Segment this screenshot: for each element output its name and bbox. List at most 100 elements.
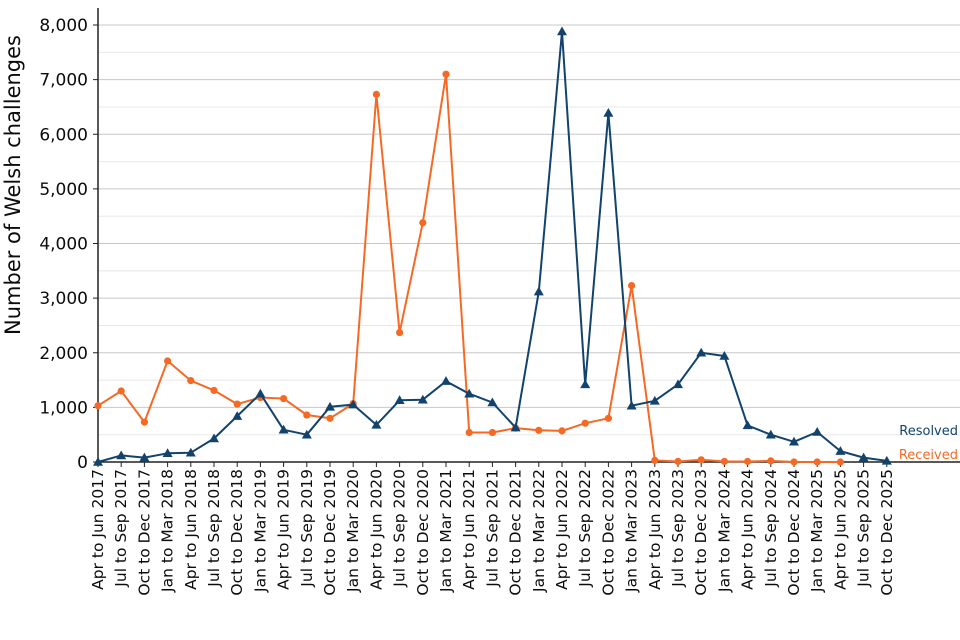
axes — [97, 8, 960, 463]
data-point — [765, 429, 776, 439]
x-tick-label: Jan to Mar 2020 — [344, 469, 362, 593]
data-point — [464, 388, 475, 398]
data-point — [696, 347, 707, 357]
x-tick-label: Apr to Jun 2024 — [739, 469, 757, 590]
x-tick-label: Oct to Dec 2020 — [414, 469, 432, 596]
x-tick-label: Oct to Dec 2019 — [321, 469, 339, 596]
x-tick-label: Apr to Jun 2021 — [460, 469, 478, 590]
data-point — [139, 452, 150, 462]
data-point — [280, 395, 288, 403]
data-point — [441, 376, 451, 385]
y-tick-label: 0 — [77, 453, 88, 473]
data-point — [417, 394, 428, 404]
x-tick-label: Jan to Mar 2022 — [530, 469, 548, 593]
data-point — [628, 281, 636, 290]
data-point — [465, 428, 473, 437]
data-point — [278, 424, 289, 434]
data-point — [581, 419, 589, 427]
data-point — [396, 328, 404, 337]
data-point — [394, 395, 405, 405]
data-point — [93, 457, 103, 466]
data-point — [301, 429, 312, 439]
data-point — [372, 90, 380, 98]
x-tick-label: Jul to Sep 2024 — [762, 469, 780, 588]
x-tick-label: Jan to Mar 2025 — [808, 469, 826, 593]
gridlines — [98, 24, 960, 436]
data-point — [116, 450, 127, 460]
x-tick-label: Jul to Sep 2019 — [298, 469, 316, 588]
data-point — [557, 26, 567, 36]
data-point — [232, 411, 243, 420]
data-point — [348, 399, 359, 409]
data-point — [790, 458, 798, 466]
data-point — [858, 452, 869, 462]
x-tick-label: Jul to Sep 2023 — [669, 469, 687, 588]
x-tick-label: Oct to Dec 2023 — [692, 469, 710, 596]
series-resolved — [93, 26, 892, 466]
x-tick-label: Apr to Jun 2025 — [831, 469, 849, 590]
x-tick-label: Apr to Jun 2019 — [275, 469, 293, 590]
data-point — [789, 436, 799, 446]
data-point — [117, 387, 125, 395]
x-tick-label: Apr to Jun 2022 — [553, 469, 571, 590]
data-point — [209, 433, 219, 443]
y-tick-label: 8,000 — [39, 16, 88, 36]
data-point — [210, 386, 218, 395]
x-tick-label: Jul to Sep 2025 — [855, 469, 873, 588]
y-tick-label: 6,000 — [39, 125, 88, 145]
y-tick-label: 5,000 — [39, 180, 88, 200]
data-point — [813, 458, 821, 466]
x-tick-label: Jul to Sep 2017 — [112, 469, 130, 588]
y-tick-labels: 0 1,000 2,000 3,000 4,000 5,000 6,000 7,000 8,00… — [39, 16, 98, 473]
x-tick-label: Oct to Dec 2024 — [785, 469, 803, 596]
x-tick-label: Jan to Mar 2021 — [437, 469, 455, 593]
x-tick-label: Jan to Mar 2023 — [623, 469, 641, 593]
x-tick-label: Oct to Dec 2022 — [599, 469, 617, 596]
x-tick-label: Jul to Sep 2022 — [576, 469, 594, 588]
data-point — [303, 411, 311, 419]
x-tick-label: Apr to Jun 2018 — [182, 469, 200, 590]
x-tick-label: Apr to Jun 2017 — [89, 469, 107, 590]
data-point — [649, 395, 660, 405]
data-point — [487, 397, 498, 407]
data-point — [742, 420, 753, 430]
series-label-resolved: Resolved — [899, 424, 958, 439]
series-labels: Resolved Received — [899, 424, 958, 463]
data-point — [720, 457, 729, 466]
data-point — [510, 422, 521, 432]
data-point — [162, 448, 173, 458]
data-point — [326, 414, 334, 422]
data-point — [767, 457, 775, 465]
series-received — [94, 70, 845, 466]
x-tick-label: Jan to Mar 2019 — [251, 469, 269, 593]
data-point — [140, 418, 148, 426]
data-point — [836, 458, 845, 466]
data-point — [881, 455, 892, 465]
x-tick-label: Jul to Sep 2021 — [483, 469, 501, 588]
data-point — [674, 457, 682, 466]
data-point — [603, 107, 614, 117]
data-point — [488, 428, 496, 437]
series-group — [93, 26, 892, 466]
data-point — [626, 400, 637, 410]
data-point — [719, 351, 730, 360]
data-point — [419, 219, 427, 227]
data-point — [604, 414, 613, 422]
data-point — [94, 402, 102, 410]
data-point — [697, 456, 705, 464]
data-point — [325, 401, 335, 411]
data-point — [233, 400, 241, 408]
data-point — [673, 379, 683, 389]
y-tick-label: 4,000 — [39, 235, 88, 255]
x-tick-label: Oct to Dec 2025 — [878, 469, 896, 596]
x-tick-label: Jul to Sep 2020 — [391, 469, 409, 588]
x-tick-label: Oct to Dec 2017 — [135, 469, 153, 596]
x-tick-labels: Apr to Jun 2017 Jul to Sep 2017 Oct to Dec… — [89, 462, 896, 596]
data-point — [651, 456, 659, 464]
x-tick-label: Apr to Jun 2023 — [646, 469, 664, 590]
x-tick-label: Oct to Dec 2021 — [507, 469, 525, 596]
data-point — [580, 379, 591, 389]
y-tick-label: 2,000 — [39, 344, 88, 364]
data-point — [533, 286, 544, 296]
y-tick-label: 1,000 — [39, 398, 88, 418]
